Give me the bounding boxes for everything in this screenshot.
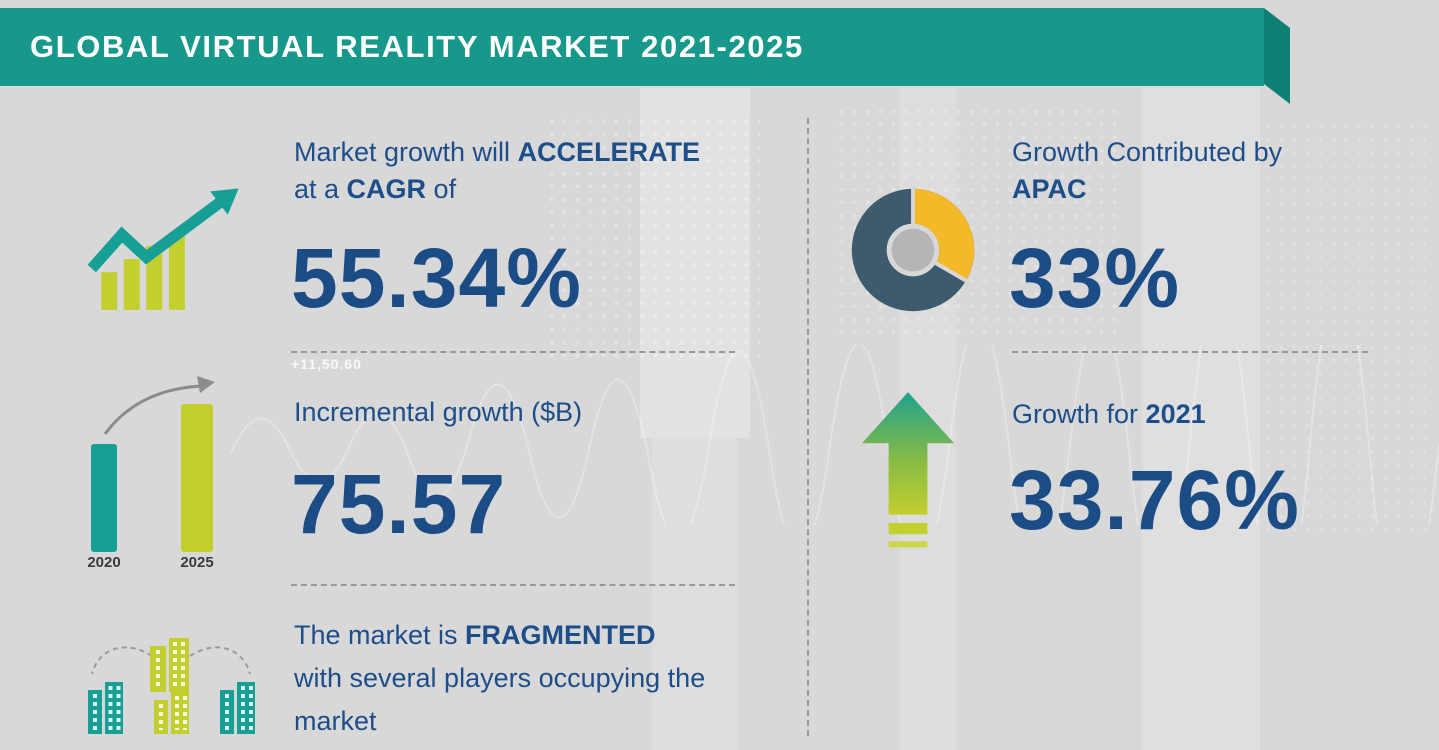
cagr-line1-bold: ACCELERATE xyxy=(517,137,701,167)
growth-2021-pre: Growth for xyxy=(1012,399,1146,429)
buildings-cluster-icon xyxy=(88,638,255,734)
growth-trend-icon xyxy=(88,188,239,310)
cagr-line2-pre: at a xyxy=(294,174,347,204)
bar-year-label-2025: 2025 xyxy=(180,554,214,571)
ticker-decoration: +11,50.60 xyxy=(291,356,362,372)
fragmentation-line2: with several players occupying the xyxy=(294,663,706,693)
decorative-dot-grid xyxy=(1262,120,1432,540)
cagr-line2-post: of xyxy=(426,174,457,204)
cagr-statement: Market growth will ACCELERATE at a CAGR … xyxy=(294,134,700,208)
background-strip xyxy=(640,88,750,438)
decorative-wave-line xyxy=(230,345,1439,525)
decorative-dot-grid xyxy=(545,115,760,365)
background-strip xyxy=(1142,88,1260,750)
growth-2021-value: 33.76% xyxy=(1009,453,1300,547)
cagr-line1-pre: Market growth will xyxy=(294,137,518,167)
cagr-line2-bold: CAGR xyxy=(346,174,427,204)
header-ribbon: GLOBAL VIRTUAL REALITY MARKET 2021-2025 xyxy=(0,8,1264,86)
header-ribbon-fold xyxy=(1264,8,1290,104)
background-strip xyxy=(652,438,738,750)
bar-comparison-icon xyxy=(91,376,215,552)
divider-left-2 xyxy=(291,584,735,586)
fragmentation-line1-bold: FRAGMENTED xyxy=(465,620,656,650)
bar-year-label-2020: 2020 xyxy=(87,554,121,571)
divider-left-1 xyxy=(291,351,735,353)
growth-2021-label: Growth for 2021 xyxy=(1012,396,1206,433)
apac-line2-bold: APAC xyxy=(1012,174,1087,204)
apac-statement: Growth Contributed by APAC xyxy=(1012,134,1282,208)
incremental-growth-value: 75.57 xyxy=(291,457,507,551)
fragmentation-statement: The market is FRAGMENTED with several pl… xyxy=(294,614,705,743)
fragmentation-line1-pre: The market is xyxy=(294,620,466,650)
apac-value: 33% xyxy=(1009,231,1181,325)
divider-vertical xyxy=(807,118,809,736)
fragmentation-line3: market xyxy=(294,706,377,736)
cagr-value: 55.34% xyxy=(291,231,582,325)
up-arrow-icon xyxy=(862,392,954,548)
incremental-growth-label: Incremental growth ($B) xyxy=(294,397,583,427)
apac-line1: Growth Contributed by xyxy=(1012,137,1283,167)
growth-2021-bold: 2021 xyxy=(1145,399,1206,429)
divider-right-1 xyxy=(1012,351,1368,353)
donut-chart-icon xyxy=(851,185,975,312)
page-title: GLOBAL VIRTUAL REALITY MARKET 2021-2025 xyxy=(30,29,804,64)
